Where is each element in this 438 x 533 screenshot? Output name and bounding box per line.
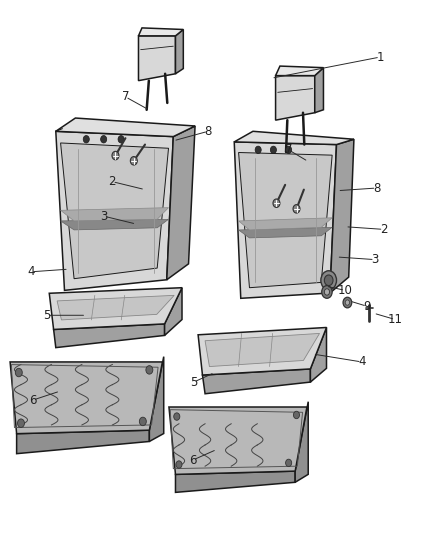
Circle shape [286,459,292,466]
Polygon shape [239,152,332,288]
Polygon shape [60,219,169,230]
Circle shape [176,461,182,469]
Polygon shape [239,218,332,230]
Text: 7: 7 [122,90,129,103]
Circle shape [83,135,89,143]
Circle shape [101,135,107,143]
Text: 5: 5 [190,376,198,389]
Polygon shape [60,208,169,221]
Polygon shape [138,36,176,80]
Polygon shape [169,407,307,474]
Circle shape [324,289,329,295]
Circle shape [324,275,333,286]
Text: 8: 8 [373,182,380,195]
Text: 10: 10 [338,284,353,297]
Circle shape [293,411,300,419]
Text: 9: 9 [363,300,371,313]
Text: 6: 6 [29,393,36,407]
Polygon shape [276,66,323,76]
Polygon shape [198,327,326,375]
Text: 1: 1 [376,51,384,63]
Circle shape [15,368,22,377]
Polygon shape [138,28,184,36]
Polygon shape [176,471,295,492]
Polygon shape [49,288,182,329]
Polygon shape [202,369,311,394]
Polygon shape [53,324,165,348]
Text: 5: 5 [43,309,51,322]
Text: 2: 2 [109,175,116,188]
Circle shape [343,297,352,308]
Text: 2: 2 [380,223,387,236]
Polygon shape [60,143,169,279]
Polygon shape [17,430,149,454]
Polygon shape [176,29,184,74]
Polygon shape [165,288,182,335]
Text: 4: 4 [358,356,365,368]
Circle shape [273,199,280,207]
Polygon shape [311,327,326,382]
Circle shape [322,286,332,298]
Text: 4: 4 [27,265,35,278]
Text: 3: 3 [100,209,107,223]
Text: 3: 3 [371,253,378,266]
Polygon shape [56,118,195,136]
Polygon shape [330,139,354,293]
Circle shape [270,146,276,154]
Circle shape [345,300,350,305]
Polygon shape [276,76,315,120]
Polygon shape [56,131,173,290]
Circle shape [118,135,124,143]
Text: 11: 11 [388,313,403,326]
Circle shape [321,271,336,290]
Polygon shape [295,402,308,482]
Polygon shape [315,68,323,113]
Polygon shape [239,227,332,238]
Circle shape [139,417,146,426]
Circle shape [293,205,300,213]
Polygon shape [10,362,162,434]
Polygon shape [167,126,195,280]
Polygon shape [234,142,336,298]
Circle shape [146,366,153,374]
Circle shape [112,151,119,160]
Polygon shape [149,357,164,441]
Text: 7: 7 [285,143,293,156]
Circle shape [255,146,261,154]
Text: 6: 6 [189,454,197,466]
Polygon shape [57,295,174,320]
Circle shape [286,146,292,154]
Text: 8: 8 [205,125,212,138]
Circle shape [174,413,180,420]
Circle shape [18,419,25,427]
Polygon shape [234,131,354,144]
Polygon shape [205,334,320,367]
Circle shape [131,157,137,165]
